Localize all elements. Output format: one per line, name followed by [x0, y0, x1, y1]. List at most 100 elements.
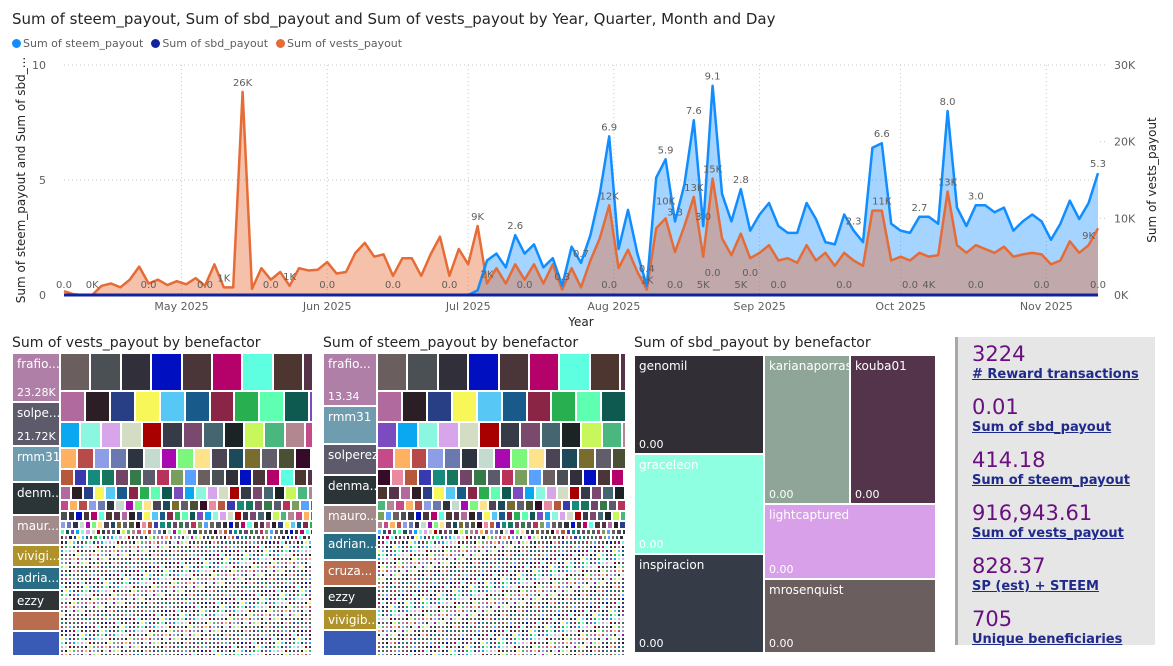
- treemap-tile-small[interactable]: [60, 535, 65, 541]
- treemap-tile-small[interactable]: [64, 535, 69, 541]
- treemap-tile-small[interactable]: [143, 447, 161, 469]
- treemap-tile-small[interactable]: [131, 528, 137, 536]
- treemap-tile-small[interactable]: [486, 468, 501, 486]
- treemap-tile-small[interactable]: [68, 544, 72, 549]
- treemap-tile-small[interactable]: [89, 535, 94, 541]
- treemap-tile-small[interactable]: [515, 499, 525, 512]
- treemap-tile-small[interactable]: [158, 511, 167, 521]
- treemap-tile-small[interactable]: [455, 485, 468, 500]
- treemap-tile-small[interactable]: [284, 422, 306, 448]
- treemap-tile-small[interactable]: [393, 447, 411, 469]
- treemap-tile-small[interactable]: [160, 544, 164, 549]
- treemap-tile-small[interactable]: [177, 447, 195, 469]
- treemap-tile-small[interactable]: [202, 520, 210, 529]
- treemap-tile-small[interactable]: [289, 520, 297, 529]
- treemap-tile-small[interactable]: [226, 511, 235, 521]
- treemap-tile-small[interactable]: [97, 520, 104, 529]
- treemap-tile-small[interactable]: [180, 544, 184, 549]
- treemap-tile-small[interactable]: [410, 447, 428, 469]
- treemap-tile-small[interactable]: [558, 511, 567, 521]
- treemap-tile-small[interactable]: [72, 535, 77, 541]
- treemap-tile-small[interactable]: [589, 499, 599, 512]
- treemap-tile-small[interactable]: [75, 511, 83, 521]
- treemap-tile-small[interactable]: [218, 535, 223, 541]
- treemap-tile-small[interactable]: [80, 528, 86, 536]
- treemap-tile-small[interactable]: [499, 422, 521, 448]
- treemap-tile-small[interactable]: [122, 520, 129, 529]
- treemap-tile-small[interactable]: [399, 511, 408, 521]
- treemap-tile-small[interactable]: [544, 447, 562, 469]
- treemap-tile-small[interactable]: [80, 422, 101, 448]
- treemap-tile-small[interactable]: [202, 535, 207, 541]
- treemap-tile-small[interactable]: [224, 468, 239, 486]
- treemap-tile-small[interactable]: [281, 535, 286, 541]
- treemap-tile-small[interactable]: [236, 540, 240, 545]
- treemap-tile-small[interactable]: [407, 353, 438, 391]
- treemap-tile-small[interactable]: [620, 353, 626, 391]
- treemap-tile-small[interactable]: [228, 544, 232, 549]
- treemap-tile-small[interactable]: [128, 544, 132, 549]
- treemap-tile-small[interactable]: [489, 485, 501, 500]
- treemap-tile-small[interactable]: [280, 540, 284, 545]
- treemap-tile-small[interactable]: [64, 540, 68, 545]
- treemap-tile-small[interactable]: [467, 485, 479, 500]
- treemap-tile-small[interactable]: [235, 535, 240, 541]
- treemap-tile-small[interactable]: [204, 544, 208, 549]
- treemap-tile-small[interactable]: [467, 511, 476, 521]
- treemap-tile-small[interactable]: [551, 391, 577, 423]
- treemap-tile-small[interactable]: [60, 391, 85, 423]
- treemap-tile-small[interactable]: [265, 520, 272, 529]
- treemap-tile-small[interactable]: [146, 520, 154, 529]
- treemap-tile-small[interactable]: [82, 485, 94, 500]
- treemap-tile-small[interactable]: [128, 468, 143, 486]
- treemap-tile-small[interactable]: [76, 447, 94, 469]
- treemap-tile-small[interactable]: [591, 485, 603, 500]
- treemap-tile-small[interactable]: [60, 422, 81, 448]
- treemap-tile-small[interactable]: [181, 511, 189, 521]
- treemap-tile-small[interactable]: [272, 540, 276, 545]
- treemap-tile[interactable]: denm...: [12, 482, 60, 515]
- treemap-tile-small[interactable]: [223, 528, 229, 536]
- treemap-tile-small[interactable]: [188, 544, 192, 549]
- treemap-tile-small[interactable]: [253, 528, 259, 536]
- treemap-tile-small[interactable]: [602, 485, 614, 500]
- treemap-steem[interactable]: frafio... 13.34 rmm31 solperez denma... mauro…: [323, 353, 626, 656]
- treemap-tile-small[interactable]: [60, 520, 67, 529]
- treemap-tile-small[interactable]: [211, 468, 225, 486]
- treemap-tile-small[interactable]: [240, 520, 247, 529]
- treemap-tile-small[interactable]: [401, 391, 427, 423]
- treemap-tile-small[interactable]: [172, 528, 178, 536]
- treemap-tile-small[interactable]: [161, 499, 171, 512]
- treemap-tile-small[interactable]: [437, 511, 446, 521]
- treemap-tile-small[interactable]: [71, 485, 83, 500]
- treemap-tile-small[interactable]: [167, 528, 173, 536]
- treemap-tile[interactable]: solpe... 21.72K: [12, 402, 60, 446]
- treemap-tile-small[interactable]: [115, 499, 125, 512]
- treemap-tile-small[interactable]: [468, 353, 499, 391]
- treemap-tile-small[interactable]: [431, 468, 446, 486]
- treemap-tile-small[interactable]: [227, 447, 245, 469]
- treemap-tile-small[interactable]: [188, 511, 197, 521]
- treemap-tile-small[interactable]: [152, 499, 162, 512]
- treemap-tile-small[interactable]: [60, 485, 72, 500]
- treemap-tile-small[interactable]: [451, 391, 477, 423]
- treemap-tile-small[interactable]: [296, 520, 303, 529]
- treemap-tile-small[interactable]: [414, 511, 423, 521]
- treemap-tile-small[interactable]: [450, 499, 461, 512]
- treemap-tile-small[interactable]: [520, 511, 529, 521]
- treemap-tile[interactable]: rmm31: [12, 446, 60, 482]
- treemap-tile-small[interactable]: [264, 535, 269, 541]
- treemap-tile[interactable]: vivigib...: [323, 609, 377, 630]
- treemap-tile-small[interactable]: [115, 520, 123, 529]
- treemap-tile-small[interactable]: [172, 540, 176, 545]
- treemap-tile-small[interactable]: [242, 353, 273, 391]
- treemap-tile-small[interactable]: [377, 391, 402, 423]
- treemap-tile-small[interactable]: [170, 499, 181, 512]
- treemap-tile-small[interactable]: [109, 391, 135, 423]
- treemap-tile-small[interactable]: [216, 544, 220, 549]
- treemap-tile-small[interactable]: [185, 535, 190, 541]
- treemap-tile-small[interactable]: [257, 511, 265, 521]
- treemap-tile-small[interactable]: [144, 540, 148, 545]
- treemap-tile-small[interactable]: [292, 540, 296, 545]
- treemap-tile-small[interactable]: [166, 511, 174, 521]
